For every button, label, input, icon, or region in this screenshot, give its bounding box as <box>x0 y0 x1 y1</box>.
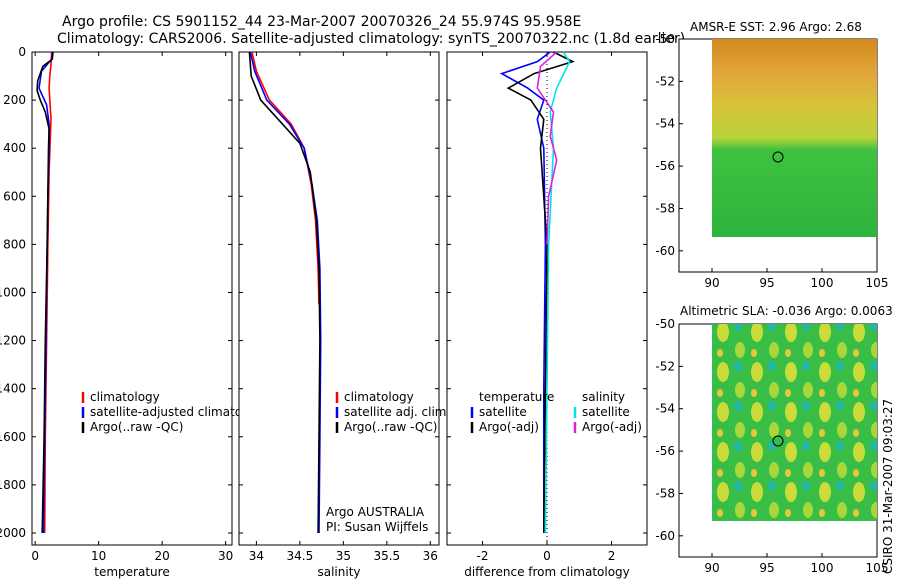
temperature-ytick-label: 0 <box>18 45 26 59</box>
salinity-annotation: PI: Susan Wijffels <box>326 520 428 534</box>
salinity-xtick-label: 36 <box>423 549 438 563</box>
difference-xtick-label: -2 <box>476 549 488 563</box>
temperature-xtick-label: 0 <box>31 549 39 563</box>
sla-map-ytick-label: -60 <box>655 529 675 543</box>
sla-map-xtick-label: 95 <box>759 561 774 575</box>
difference-legend-label: Argo(-adj) <box>582 420 642 434</box>
figure-title-line2: Climatology: CARS2006. Satellite-adjuste… <box>57 31 685 47</box>
temperature-series-argo <box>36 51 54 534</box>
difference-series-sal_argo <box>536 51 558 245</box>
credit-stamp: CSIRO 31-Mar-2007 09:03:27 <box>881 399 895 574</box>
temperature-ytick-label: 600 <box>3 189 26 203</box>
salinity-frame <box>238 51 440 546</box>
sla-map-ytick-label: -50 <box>655 317 675 331</box>
sla-map-ytick-label: -54 <box>655 402 675 416</box>
temperature-ytick-label: 1000 <box>0 285 26 299</box>
sst-map-ytick-label: -54 <box>655 117 675 131</box>
sla-map-title: Altimetric SLA: -0.036 Argo: 0.0063 <box>680 304 893 318</box>
sst-map-ytick-label: -58 <box>655 201 675 215</box>
sla-map-xtick-label: 105 <box>866 561 889 575</box>
difference-legend: temperaturesatelliteArgo(-adj)salinitysa… <box>470 390 642 434</box>
difference-legend-label: satellite <box>479 405 527 419</box>
salinity-xlabel: salinity <box>317 565 360 579</box>
difference-series-sal_satellite <box>544 51 571 534</box>
difference-legend-label: Argo(-adj) <box>479 420 539 434</box>
salinity-xtick-label: 35 <box>336 549 351 563</box>
temperature-legend-label: climatology <box>90 390 160 404</box>
temperature-ytick-label: 1200 <box>0 334 26 348</box>
temperature-ytick-label: 400 <box>3 141 26 155</box>
sla-map-xtick-label: 90 <box>704 561 719 575</box>
salinity-xtick-label: 34.5 <box>287 549 314 563</box>
sla-map-panel: Altimetric SLA: -0.036 Argo: 0.0063 90 95… <box>655 304 892 575</box>
sst-map-ytick-label: -60 <box>655 244 675 258</box>
difference-xlabel: difference from climatology <box>464 565 630 579</box>
temperature-legend-label: satellite-adjusted climatology <box>90 405 268 419</box>
sst-map-ytick-label: -52 <box>655 74 675 88</box>
salinity-annotation: Argo AUSTRALIA <box>326 505 425 519</box>
difference-panel: -2 0 2 difference from climatology temperatu… <box>446 51 648 579</box>
sst-map-title: AMSR-E SST: 2.96 Argo: 2.68 <box>690 20 862 34</box>
sla-map-ytick-label: -56 <box>655 444 675 458</box>
difference-series-argo <box>506 51 575 534</box>
temperature-ytick-label: 1600 <box>0 430 26 444</box>
sla-float-marker <box>772 435 784 447</box>
salinity-panel: 34 34.5 35 35.5 36 salinity climatologysatelli… <box>238 51 450 579</box>
salinity-legend-label: Argo(..raw -QC) <box>344 420 437 434</box>
temperature-ytick-label: 1400 <box>0 382 26 396</box>
difference-legend-label: salinity <box>582 390 625 404</box>
sla-map-ytick-label: -52 <box>655 359 675 373</box>
difference-legend-label: satellite <box>582 405 630 419</box>
salinity-xtick-label: 35.5 <box>373 549 400 563</box>
salinity-legend-label: climatology <box>344 390 414 404</box>
sst-map-ytick-label: -50 <box>655 32 675 46</box>
salinity-xtick-label: 34 <box>249 549 264 563</box>
temperature-ytick-label: 2000 <box>0 526 26 540</box>
salinity-series-argo <box>248 51 321 534</box>
difference-series-satellite <box>499 51 551 533</box>
temperature-xlabel: temperature <box>94 565 169 579</box>
sst-map-xtick-label: 105 <box>866 276 889 290</box>
sla-heatmap <box>712 324 877 521</box>
sla-map-ytick-label: -58 <box>655 486 675 500</box>
temperature-ytick-label: 800 <box>3 237 26 251</box>
temperature-xtick-label: 10 <box>91 549 106 563</box>
figure-title-line1: Argo profile: CS 5901152_44 23-Mar-2007 … <box>62 14 581 30</box>
sst-map-panel: AMSR-E SST: 2.96 Argo: 2.68 90 95 100 105 -5… <box>655 20 888 290</box>
temperature-frame <box>31 51 233 546</box>
sst-map-xtick-label: 95 <box>759 276 774 290</box>
sst-map-ytick-label: -56 <box>655 159 675 173</box>
sla-map-xtick-label: 100 <box>811 561 834 575</box>
sst-float-marker <box>772 151 784 163</box>
sst-heatmap <box>712 39 877 237</box>
temperature-ytick-label: 1800 <box>0 478 26 492</box>
temperature-ytick-label: 200 <box>3 93 26 107</box>
difference-xtick-label: 2 <box>608 549 616 563</box>
difference-xtick-label: 0 <box>543 549 551 563</box>
temperature-panel: 0 200 400 600 800 1000 1200 1400 1600 1800 2000 0 10… <box>0 45 268 579</box>
difference-legend-label: temperature <box>479 390 554 404</box>
salinity-legend-label: satellite adj. clim. <box>344 405 450 419</box>
temperature-xtick-label: 30 <box>218 549 233 563</box>
sst-map-xtick-label: 100 <box>811 276 834 290</box>
temperature-xtick-label: 20 <box>155 549 170 563</box>
temperature-legend-label: Argo(..raw -QC) <box>90 420 183 434</box>
sst-map-xtick-label: 90 <box>704 276 719 290</box>
